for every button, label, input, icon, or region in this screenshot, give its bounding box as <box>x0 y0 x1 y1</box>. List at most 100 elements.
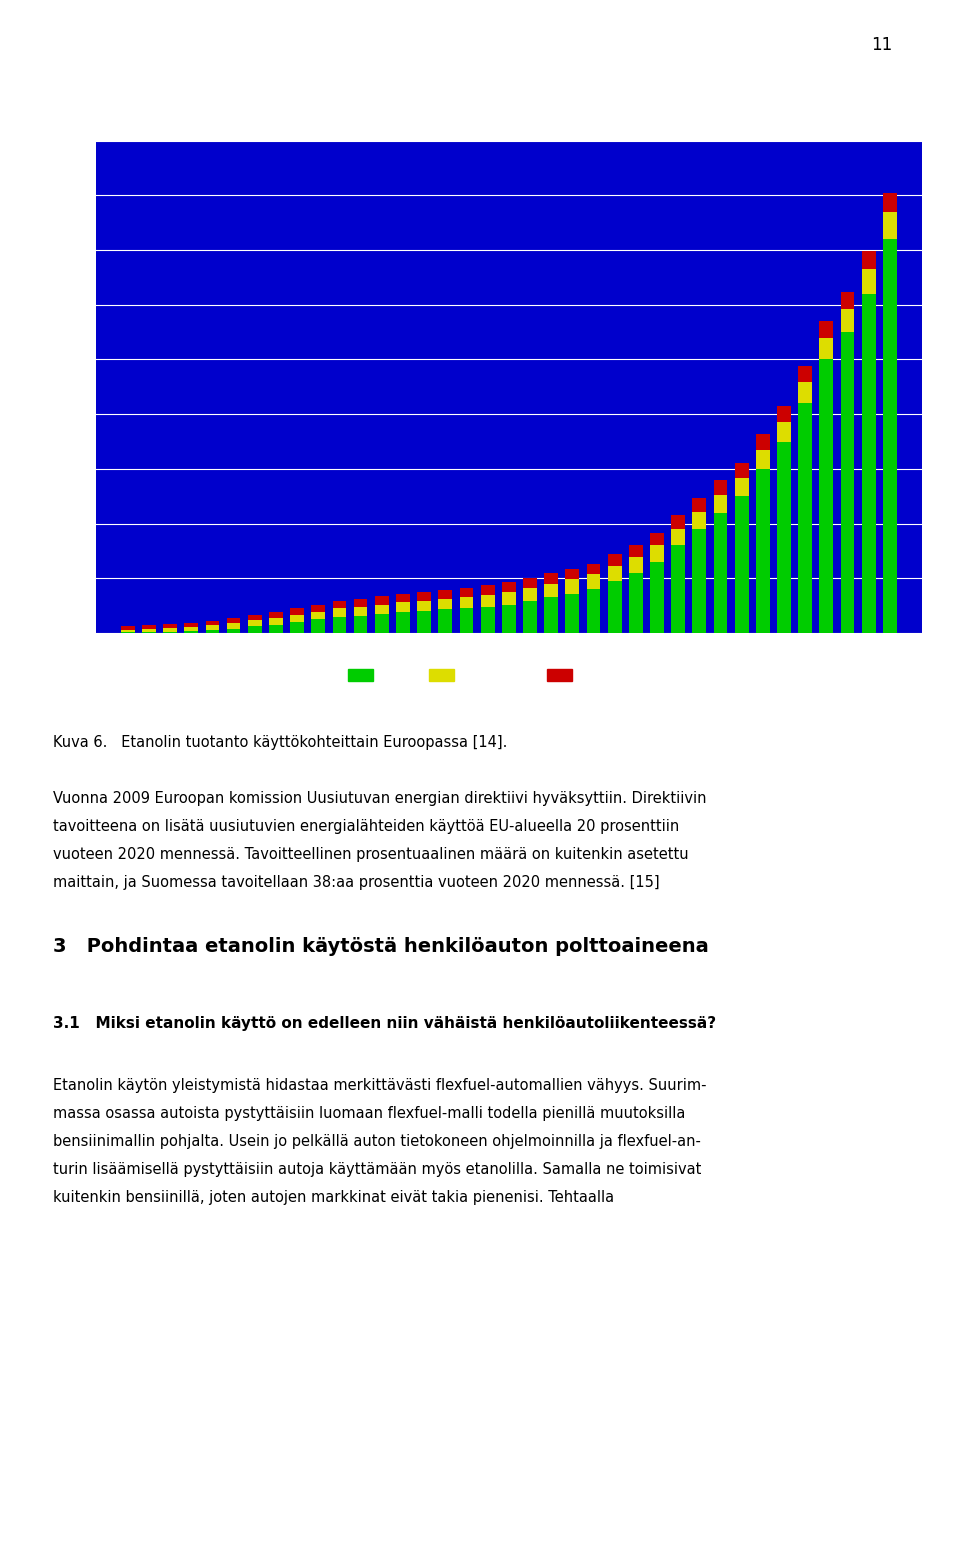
Legend: Fuel, Industrial, Beverage: Fuel, Industrial, Beverage <box>344 664 655 688</box>
Bar <box>353 606 368 616</box>
Bar <box>460 597 473 608</box>
Text: tavoitteena on lisätä uusiutuvien energialähteiden käyttöä EU-alueella 20 prosen: tavoitteena on lisätä uusiutuvien energi… <box>53 819 679 835</box>
Bar <box>820 320 833 338</box>
Bar <box>820 359 833 633</box>
Bar <box>439 599 452 610</box>
Text: 11: 11 <box>872 36 893 55</box>
Bar <box>311 611 325 619</box>
Bar <box>692 511 707 528</box>
Bar <box>713 513 728 633</box>
Text: 3   Pohdintaa etanolin käytöstä henkilöauton polttoaineena: 3 Pohdintaa etanolin käytöstä henkilöaut… <box>53 938 708 957</box>
Bar <box>608 566 621 581</box>
Text: bensiinimallin pohjalta. Usein jo pelkällä auton tietokoneen ohjelmoinnilla ja f: bensiinimallin pohjalta. Usein jo pelkäl… <box>53 1135 701 1149</box>
Bar <box>523 588 537 602</box>
Bar <box>841 309 854 333</box>
Bar <box>353 599 368 606</box>
Text: massa osassa autoista pystyttäisiin luomaan flexfuel-malli todella pienillä muut: massa osassa autoista pystyttäisiin luom… <box>53 1107 685 1121</box>
Bar <box>481 594 494 606</box>
Bar <box>756 450 770 469</box>
Bar <box>142 628 156 631</box>
Text: mln litres: mln litres <box>458 103 540 119</box>
Bar <box>756 435 770 450</box>
Bar <box>734 463 749 478</box>
Text: Ethanol Production By Type: Ethanol Production By Type <box>337 48 661 69</box>
Bar <box>248 627 262 633</box>
Bar <box>565 569 579 580</box>
Bar <box>396 613 410 633</box>
Bar <box>502 581 516 592</box>
Bar <box>862 269 876 294</box>
Bar <box>481 585 494 596</box>
Bar <box>227 624 241 628</box>
Bar <box>820 338 833 359</box>
Bar <box>671 545 685 633</box>
Bar <box>799 403 812 633</box>
Bar <box>650 545 664 563</box>
Bar <box>565 580 579 594</box>
Bar <box>523 578 537 588</box>
Bar <box>587 575 600 589</box>
Bar <box>734 478 749 497</box>
Bar <box>396 602 410 613</box>
Bar <box>713 480 728 494</box>
Bar <box>523 602 537 633</box>
Bar <box>841 292 854 309</box>
Bar <box>587 589 600 633</box>
Bar <box>544 574 558 583</box>
Bar <box>269 625 283 633</box>
Text: Kuva 6.   Etanolin tuotanto käyttökohteittain Euroopassa [14].: Kuva 6. Etanolin tuotanto käyttökohteitt… <box>53 735 507 750</box>
Bar <box>692 499 707 511</box>
Bar <box>671 516 685 528</box>
Bar <box>608 555 621 566</box>
Bar <box>184 627 198 631</box>
Bar <box>184 631 198 633</box>
Bar <box>883 239 897 633</box>
Text: kuitenkin bensiinillä, joten autojen markkinat eivät takia pienenisi. Tehtaalla: kuitenkin bensiinillä, joten autojen mar… <box>53 1191 614 1205</box>
Bar <box>629 556 642 574</box>
Bar <box>608 581 621 633</box>
Bar <box>375 614 389 633</box>
Bar <box>290 608 304 614</box>
Bar <box>799 366 812 383</box>
Bar <box>205 621 219 625</box>
Bar <box>227 628 241 633</box>
Bar <box>502 592 516 605</box>
Bar <box>332 616 347 633</box>
Bar <box>375 605 389 614</box>
Bar <box>544 583 558 597</box>
Bar <box>481 606 494 633</box>
Bar <box>353 616 368 633</box>
Bar <box>142 625 156 628</box>
Bar <box>418 592 431 600</box>
Bar <box>205 625 219 630</box>
Bar <box>205 630 219 633</box>
Bar <box>777 441 791 633</box>
Bar <box>248 621 262 627</box>
Bar <box>692 528 707 633</box>
Bar <box>650 563 664 633</box>
Bar <box>777 422 791 441</box>
Bar <box>439 610 452 633</box>
Bar <box>439 589 452 599</box>
Bar <box>544 597 558 633</box>
Bar <box>650 533 664 545</box>
Bar <box>565 594 579 633</box>
Bar <box>713 494 728 513</box>
Bar <box>460 588 473 597</box>
Bar <box>862 252 876 269</box>
Bar <box>248 614 262 621</box>
Bar <box>671 528 685 545</box>
Bar <box>332 600 347 608</box>
Bar <box>311 605 325 611</box>
Bar <box>799 383 812 403</box>
Bar <box>227 619 241 624</box>
Bar <box>629 545 642 556</box>
Bar <box>290 622 304 633</box>
Bar <box>163 624 177 628</box>
Bar <box>883 194 897 211</box>
Bar <box>777 406 791 422</box>
Bar <box>311 619 325 633</box>
Bar <box>862 294 876 633</box>
Bar <box>290 614 304 622</box>
Text: maittain, ja Suomessa tavoitellaan 38:aa prosenttia vuoteen 2020 mennessä. [15]: maittain, ja Suomessa tavoitellaan 38:aa… <box>53 875 660 891</box>
